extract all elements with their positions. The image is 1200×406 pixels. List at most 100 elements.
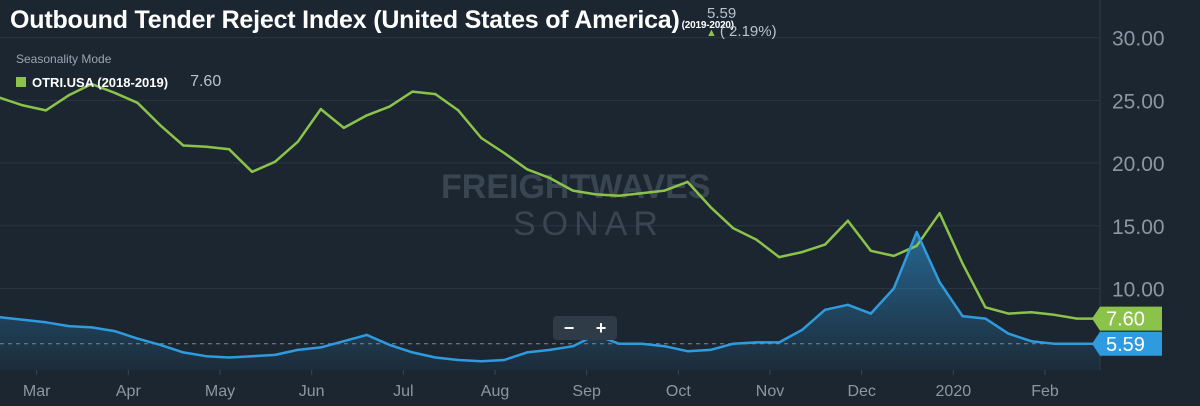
current-value-flag <box>1092 331 1162 356</box>
point-prior <box>365 114 368 117</box>
point-current <box>342 339 345 343</box>
point-current <box>159 343 162 347</box>
point-current <box>480 360 483 363</box>
point-prior <box>686 180 689 184</box>
x-tick-label: Mar <box>23 383 51 400</box>
point-current <box>961 314 964 318</box>
point-current <box>434 356 437 359</box>
point-prior <box>640 191 643 195</box>
watermark-line1: FREIGHTWAVES <box>441 168 711 206</box>
seasonality-mode-label: Seasonality Mode <box>16 52 112 66</box>
point-current <box>21 318 25 322</box>
point-prior <box>182 144 185 147</box>
y-tick-label: 10.00 <box>1112 278 1165 301</box>
point-prior <box>90 82 93 86</box>
point-current <box>892 287 895 290</box>
point-prior <box>44 109 48 112</box>
point-prior <box>434 92 437 96</box>
zoom-out-button[interactable]: − <box>563 318 575 338</box>
point-prior <box>1052 313 1056 317</box>
point-current <box>525 351 529 354</box>
point-prior <box>0 96 2 100</box>
x-tick-label: Aug <box>481 383 509 400</box>
point-current <box>1052 342 1056 345</box>
point-current <box>44 321 48 324</box>
point-prior <box>1007 312 1010 315</box>
point-prior <box>548 176 552 180</box>
point-prior <box>915 244 918 248</box>
point-current <box>273 353 277 357</box>
point-prior <box>732 227 735 230</box>
point-prior <box>502 151 506 155</box>
x-tick-label: Sep <box>572 383 601 400</box>
point-current <box>709 348 712 352</box>
point-current <box>548 348 552 352</box>
point-current <box>90 326 93 329</box>
point-current <box>296 348 300 352</box>
point-current <box>136 337 139 340</box>
x-tick-label: Apr <box>116 383 142 400</box>
x-axis-band <box>0 370 1200 406</box>
point-current <box>1030 339 1033 343</box>
point-current <box>823 308 827 311</box>
point-prior <box>250 170 254 174</box>
point-current <box>0 316 2 319</box>
x-tick-label: Jul <box>393 383 413 400</box>
x-tick-label: Oct <box>666 383 691 400</box>
point-current <box>663 344 666 348</box>
current-value: 5.59 <box>707 5 737 22</box>
point-prior <box>938 212 941 215</box>
point-current <box>617 342 620 345</box>
point-prior <box>594 193 598 196</box>
x-tick-label: Jun <box>299 383 325 400</box>
current-value-flag-label: 5.59 <box>1106 334 1145 356</box>
point-prior <box>571 189 575 192</box>
x-tick-label: Nov <box>756 383 784 400</box>
point-prior <box>159 124 162 127</box>
arrow-up-icon: ▲ <box>706 27 717 39</box>
point-current <box>777 341 781 344</box>
point-current <box>1075 342 1079 345</box>
prior-value-flag <box>1092 306 1162 331</box>
watermark-line2: SONAR <box>513 205 664 243</box>
point-prior <box>1030 311 1033 314</box>
point-prior <box>205 145 208 148</box>
point-current <box>800 328 804 332</box>
title-text: Outbound Tender Reject Index (United Sta… <box>10 6 680 34</box>
series-area-current <box>0 232 1100 370</box>
point-prior <box>21 104 25 107</box>
point-prior <box>525 168 529 171</box>
zoom-control: − + <box>553 316 617 340</box>
change-indicator: ▲( 2.19%) <box>706 23 777 40</box>
legend-value: 7.60 <box>190 73 222 90</box>
legend-swatch <box>16 77 26 87</box>
point-prior <box>846 219 850 222</box>
point-current <box>182 351 185 354</box>
point-current <box>755 341 758 344</box>
y-tick-label: 15.00 <box>1112 216 1165 239</box>
point-current <box>365 333 368 337</box>
x-tick-label: Dec <box>847 383 875 400</box>
x-tick-label: 2020 <box>936 383 972 400</box>
legend-item[interactable]: OTRI.USA (2018-2019) 7.60 <box>16 73 221 91</box>
point-prior <box>984 306 987 309</box>
point-current <box>915 230 918 234</box>
point-prior <box>663 189 666 192</box>
point-prior <box>136 101 139 105</box>
point-current <box>113 329 116 333</box>
y-tick-label: 25.00 <box>1112 90 1165 113</box>
point-current <box>411 351 414 354</box>
point-current <box>319 346 323 349</box>
x-tick-label: May <box>205 383 235 400</box>
point-prior <box>777 255 781 259</box>
page-title: Outbound Tender Reject Index (United Sta… <box>10 6 734 35</box>
point-current <box>250 355 254 358</box>
prior-value-flag-label: 7.60 <box>1106 309 1145 331</box>
zoom-in-button[interactable]: + <box>595 318 607 338</box>
title-range: (2019-2020) <box>681 20 734 31</box>
point-current <box>388 343 391 347</box>
point-prior <box>273 160 277 163</box>
point-prior <box>296 140 300 143</box>
